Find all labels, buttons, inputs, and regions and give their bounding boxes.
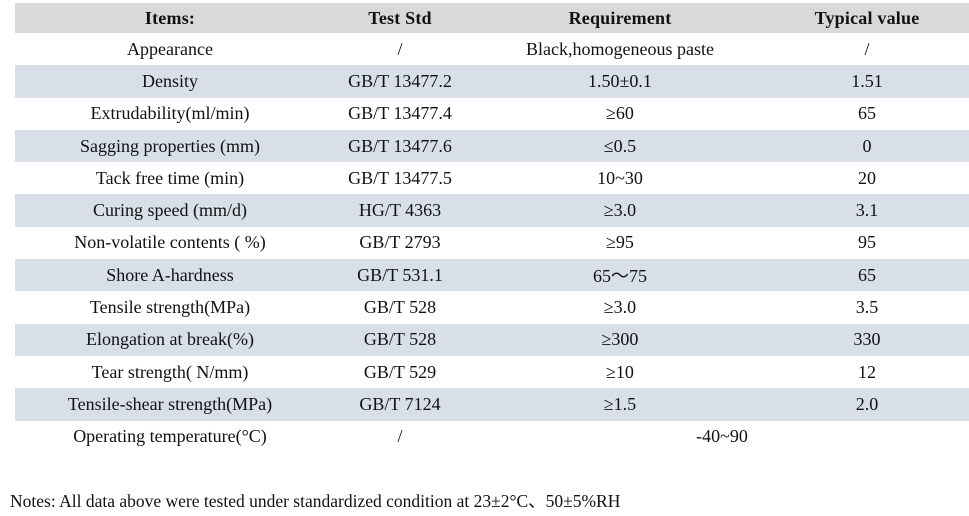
cell-typical-value: 95 xyxy=(858,232,876,253)
table-row: Non-volatile contents ( %) GB/T 2793 ≥95 95 xyxy=(15,227,969,259)
cell-typical-value: / xyxy=(864,38,870,59)
datasheet-table: Items: Test Std Requirement Typical valu… xyxy=(15,3,969,453)
cell-test-std: GB/T 13477.5 xyxy=(348,167,452,188)
notes-text: Notes: All data above were tested under … xyxy=(10,491,621,511)
cell-typical-value: 330 xyxy=(765,323,969,356)
cell-item: Shore A-hardness xyxy=(15,259,325,292)
column-header-typical-value: Typical value xyxy=(765,3,969,33)
cell-requirement: ≥300 xyxy=(475,323,765,356)
cell-item: Non-volatile contents ( %) xyxy=(74,232,266,253)
cell-requirement: Black,homogeneous paste xyxy=(526,38,714,59)
table-row: Curing speed (mm/d) HG/T 4363 ≥3.0 3.1 xyxy=(15,194,969,227)
cell-typical-value: 3.1 xyxy=(765,194,969,227)
table-row: Shore A-hardness GB/T 531.1 65～75 65 xyxy=(15,259,969,292)
cell-item: Operating temperature(°C) xyxy=(73,426,267,447)
table-row: Elongation at break(%) GB/T 528 ≥300 330 xyxy=(15,323,969,356)
cell-typical-value: 2.0 xyxy=(765,388,969,421)
table-row: Appearance / Black,homogeneous paste / xyxy=(15,33,969,65)
column-header-requirement: Requirement xyxy=(475,3,765,33)
cell-item: Curing speed (mm/d) xyxy=(15,194,325,227)
table-row: Tack free time (min) GB/T 13477.5 10~30 20 xyxy=(15,162,969,194)
cell-test-std: GB/T 13477.6 xyxy=(325,129,475,163)
table-row: Extrudability(ml/min) GB/T 13477.4 ≥60 65 xyxy=(15,98,969,130)
cell-item: Appearance xyxy=(127,38,213,59)
cell-requirement: ≤0.5 xyxy=(475,129,765,163)
cell-requirement: ≥60 xyxy=(606,103,634,124)
cell-requirement: ≥10 xyxy=(606,361,634,382)
cell-typical-value: 0 xyxy=(765,129,969,163)
cell-item: Tensile-shear strength(MPa) xyxy=(15,388,325,421)
cell-test-std: HG/T 4363 xyxy=(325,194,475,227)
cell-requirement: 10~30 xyxy=(597,167,643,188)
cell-test-std: GB/T 2793 xyxy=(359,232,441,253)
table-row: Sagging properties (mm) GB/T 13477.6 ≤0.5 0 xyxy=(15,129,969,163)
cell-typical-value: 3.5 xyxy=(855,297,879,318)
cell-test-std: GB/T 13477.2 xyxy=(325,65,475,98)
column-header-test-std: Test Std xyxy=(325,3,475,33)
cell-requirement: ≥95 xyxy=(606,232,634,253)
cell-typical-value: 1.51 xyxy=(765,65,969,98)
cell-test-std: GB/T 528 xyxy=(325,323,475,356)
cell-item: Extrudability(ml/min) xyxy=(90,103,250,124)
table-row: Tensile-shear strength(MPa) GB/T 7124 ≥1.5… xyxy=(15,388,969,421)
cell-requirement: ≥1.5 xyxy=(475,388,765,421)
cell-typical-value: 65 xyxy=(858,103,876,124)
cell-requirement: -40~90 xyxy=(696,426,748,447)
cell-test-std: GB/T 7124 xyxy=(325,388,475,421)
cell-requirement: ≥3.0 xyxy=(603,297,637,318)
cell-typical-value: 20 xyxy=(858,167,876,188)
table-row: Operating temperature(°C) / -40~90 xyxy=(15,421,969,453)
cell-item: Tensile strength(MPa) xyxy=(89,297,251,318)
cell-test-std: GB/T 528 xyxy=(363,297,437,318)
cell-requirement: ≥3.0 xyxy=(475,194,765,227)
cell-requirement: 65～75 xyxy=(475,259,765,292)
cell-test-std: / xyxy=(397,426,403,447)
cell-typical-value: 65 xyxy=(765,259,969,292)
cell-item: Tear strength( N/mm) xyxy=(91,361,249,382)
cell-test-std: GB/T 529 xyxy=(363,361,437,382)
cell-item: Density xyxy=(15,65,325,98)
table-row: Tear strength( N/mm) GB/T 529 ≥10 12 xyxy=(15,356,969,388)
cell-test-std: GB/T 531.1 xyxy=(325,259,475,292)
cell-requirement: 1.50±0.1 xyxy=(475,65,765,98)
cell-test-std: GB/T 13477.4 xyxy=(348,103,452,124)
cell-test-std: / xyxy=(397,38,403,59)
table-row: Tensile strength(MPa) GB/T 528 ≥3.0 3.5 xyxy=(15,291,969,323)
column-header-items: Items: xyxy=(15,3,325,33)
table-row: Density GB/T 13477.2 1.50±0.1 1.51 xyxy=(15,65,969,98)
cell-item: Tack free time (min) xyxy=(95,167,245,188)
properties-table: Items: Test Std Requirement Typical valu… xyxy=(15,3,969,453)
cell-item: Elongation at break(%) xyxy=(15,323,325,356)
cell-item: Sagging properties (mm) xyxy=(15,129,325,163)
table-body: Appearance / Black,homogeneous paste / Densi… xyxy=(15,33,969,453)
cell-typical-value: 12 xyxy=(858,361,876,382)
header-row: Items: Test Std Requirement Typical valu… xyxy=(15,3,969,33)
